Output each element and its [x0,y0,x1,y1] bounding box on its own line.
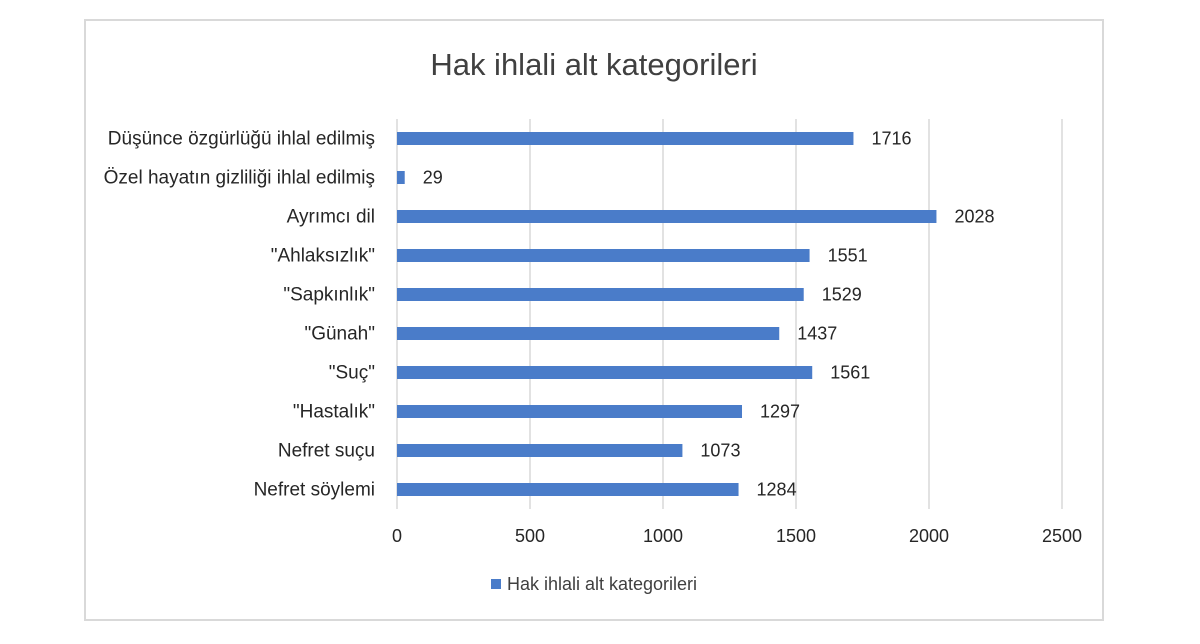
x-tick-label: 2500 [1042,526,1082,546]
data-label: 1073 [700,441,740,461]
category-label: Ayrımcı dil [287,207,375,228]
bar [397,288,804,301]
category-label: "Hastalık" [293,402,375,423]
bar [397,249,810,262]
category-label: "Suç" [329,363,375,384]
bar [397,210,937,223]
x-axis-ticks: 0 500 1000 1500 2000 2500 [392,526,1082,546]
bar [397,132,854,145]
category-label: "Günah" [304,324,375,345]
bars [397,132,937,496]
bar [397,444,683,457]
bar [397,327,780,340]
data-label: 1437 [797,324,837,344]
category-label: Özel hayatın gizliliği ihlal edilmiş [104,168,375,189]
bar [397,483,739,496]
chart-title: Hak ihlali alt kategorileri [430,47,758,82]
data-label: 2028 [954,207,994,227]
plot-area: Düşünce özgürlüğü ihlal edilmiş Özel haya… [104,119,1082,546]
x-tick-label: 500 [515,526,545,546]
data-label: 1529 [822,285,862,305]
data-labels: 1716 29 2028 1551 1529 1437 1561 1297 1073 1284 [423,129,995,500]
data-label: 1551 [828,246,868,266]
x-tick-label: 1000 [643,526,683,546]
x-tick-label: 2000 [909,526,949,546]
data-label: 29 [423,168,443,188]
legend: Hak ihlali alt kategorileri [86,574,1102,595]
category-label: Nefret suçu [278,441,375,462]
chart-frame: Hak ihlali alt kategorileri Düşünce özgü… [84,19,1104,621]
bar [397,366,813,379]
category-label: "Ahlaksızlık" [271,246,375,267]
category-labels: Düşünce özgürlüğü ihlal edilmiş Özel haya… [104,129,375,501]
data-label: 1284 [757,480,797,500]
legend-label: Hak ihlali alt kategorileri [506,574,698,594]
legend-swatch [490,579,501,590]
bar [397,405,743,418]
data-label: 1297 [760,402,800,422]
x-tick-label: 0 [392,526,402,546]
data-label: 1561 [830,363,870,383]
bar [397,171,405,184]
category-label: Nefret söylemi [254,480,375,501]
data-label: 1716 [871,129,911,149]
x-tick-label: 1500 [776,526,816,546]
category-label: "Sapkınlık" [283,285,375,306]
category-label: Düşünce özgürlüğü ihlal edilmiş [108,129,375,150]
